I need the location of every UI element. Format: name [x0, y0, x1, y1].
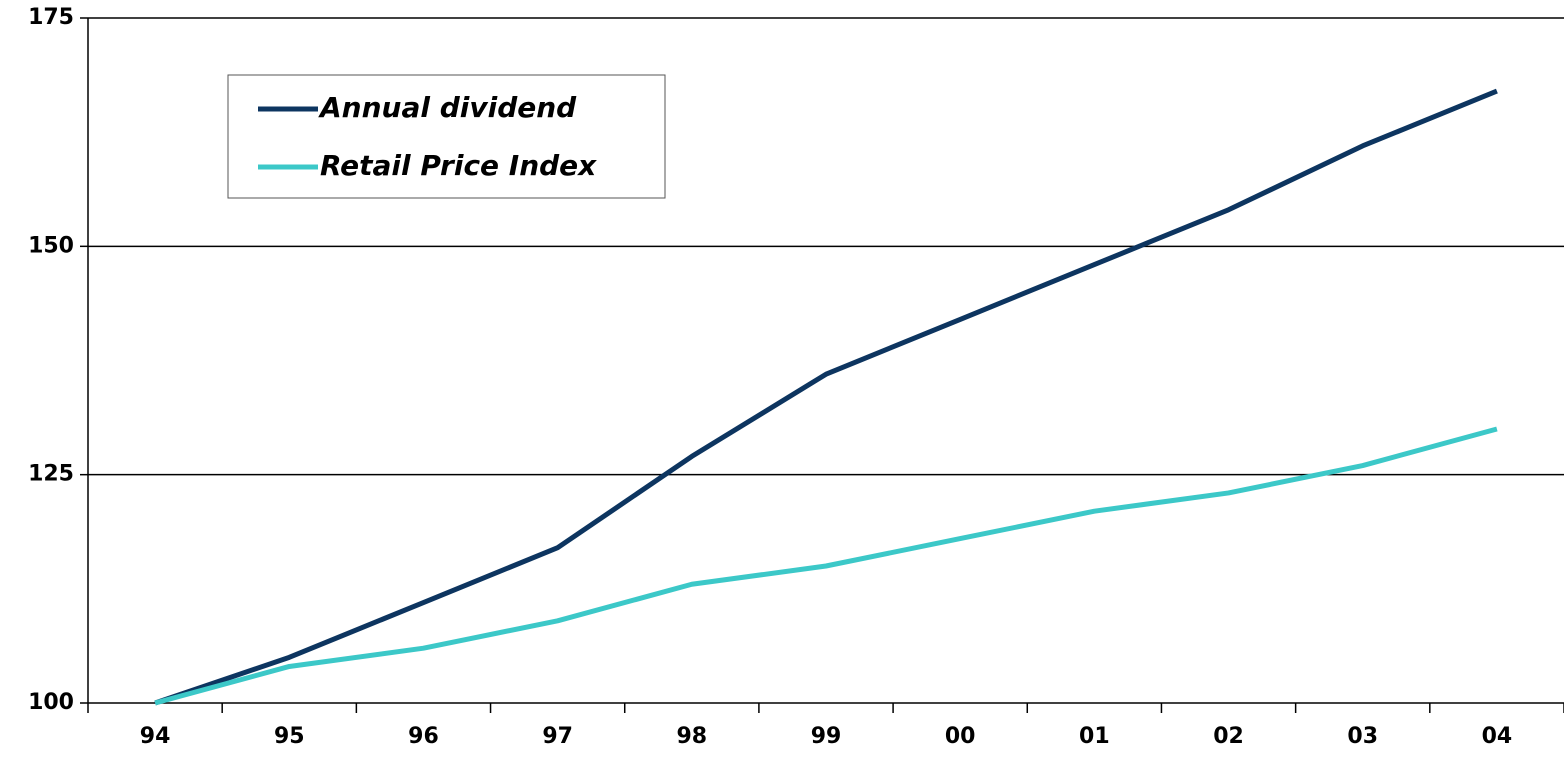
x-tick-label: 97: [542, 724, 573, 749]
legend-label: Annual dividend: [318, 91, 577, 124]
line-series: [154, 426, 1498, 706]
y-tick-label: 175: [28, 5, 74, 30]
y-tick-label: 150: [28, 233, 74, 258]
x-tick-label: 96: [408, 724, 439, 749]
x-tick-label: 01: [1079, 724, 1110, 749]
x-tick-label: 99: [811, 724, 842, 749]
x-tick-label: 02: [1213, 724, 1244, 749]
x-tick-label: 98: [677, 724, 708, 749]
legend-label: Retail Price Index: [320, 149, 597, 182]
x-tick-label: 04: [1482, 724, 1513, 749]
legend-box: [227, 74, 666, 199]
x-tick-label: 00: [945, 724, 976, 749]
line-series: [154, 88, 1498, 706]
x-tick-label: 95: [274, 724, 305, 749]
x-tick-label: 94: [140, 724, 171, 749]
y-tick-label: 100: [28, 690, 74, 715]
x-tick-label: 03: [1347, 724, 1378, 749]
y-tick-label: 125: [28, 462, 74, 487]
